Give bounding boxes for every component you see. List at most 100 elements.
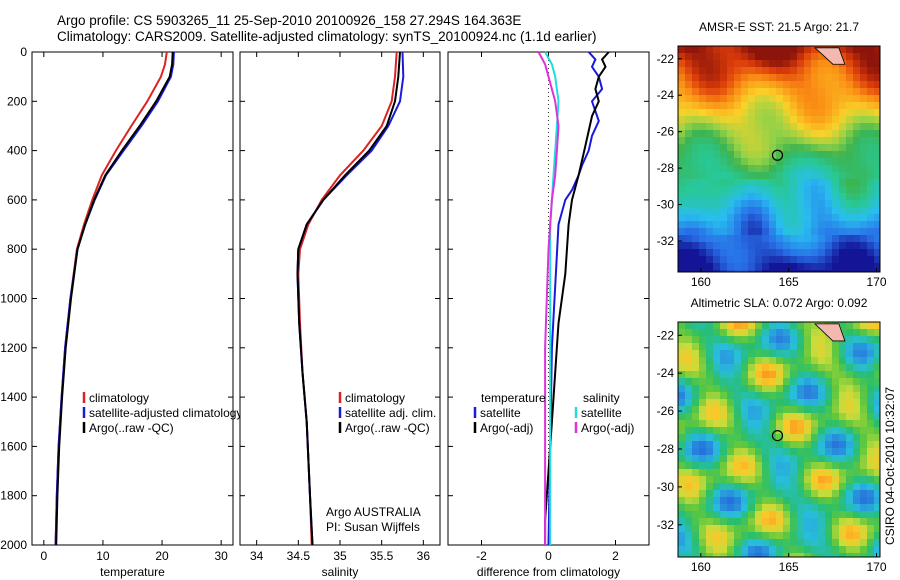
- map-cell: [825, 74, 832, 81]
- map-cell: [853, 151, 860, 158]
- map-cell: [713, 448, 720, 455]
- map-cell: [860, 81, 867, 88]
- map-cell: [755, 476, 762, 483]
- map-cell: [769, 123, 776, 130]
- x-tick-label: 2: [612, 549, 619, 563]
- map-cell: [720, 504, 727, 511]
- map-cell: [839, 455, 846, 462]
- map-cell: [769, 95, 776, 102]
- profile-panel-2: 34 34.5 35 35.5 36salinityclimatologysatelli…: [239, 51, 441, 579]
- map-cell: [783, 109, 790, 116]
- map-cell: [867, 532, 874, 539]
- map-cell: [769, 483, 776, 490]
- map-cell: [685, 207, 692, 214]
- map-cell: [818, 172, 825, 179]
- map-cell: [685, 441, 692, 448]
- map-cell: [811, 490, 818, 497]
- map-cell: [804, 193, 811, 200]
- map-cell: [804, 130, 811, 137]
- map-cell: [741, 53, 748, 60]
- map-cell: [748, 427, 755, 434]
- map-cell: [797, 539, 804, 546]
- map-cell: [762, 364, 769, 371]
- map-cell: [699, 270, 706, 272]
- map-cell: [734, 207, 741, 214]
- map-cell: [804, 546, 811, 553]
- map-cell: [874, 235, 880, 242]
- map-cell: [720, 228, 727, 235]
- map-cell: [832, 476, 839, 483]
- map-cell: [769, 256, 776, 263]
- map-cell: [874, 88, 880, 95]
- map-cell: [846, 413, 853, 420]
- map-cell: [853, 497, 860, 504]
- map-cell: [727, 214, 734, 221]
- map-cell: [776, 242, 783, 249]
- map-cell: [776, 371, 783, 378]
- map-cell: [741, 221, 748, 228]
- map-cell: [832, 249, 839, 256]
- map-cell: [769, 385, 776, 392]
- map-cell: [846, 67, 853, 74]
- map-cell: [790, 158, 797, 165]
- map-cell: [790, 434, 797, 441]
- map-cell: [741, 88, 748, 95]
- map-cell: [832, 497, 839, 504]
- map-cell: [685, 158, 692, 165]
- map-cell: [867, 95, 874, 102]
- map-cell: [699, 60, 706, 67]
- map-cell: [713, 371, 720, 378]
- map-cell: [783, 546, 790, 553]
- map-cell: [853, 144, 860, 151]
- map-cell: [678, 385, 685, 392]
- map-cell: [825, 102, 832, 109]
- map-cell: [720, 81, 727, 88]
- map-cell: [678, 207, 685, 214]
- map-cell: [769, 158, 776, 165]
- map-cell: [790, 518, 797, 525]
- map-cell: [762, 378, 769, 385]
- map-cell: [825, 532, 832, 539]
- map-cell: [762, 392, 769, 399]
- map-cell: [811, 249, 818, 256]
- map-cell: [755, 399, 762, 406]
- argo-position-marker: [771, 149, 784, 161]
- map-cell: [832, 469, 839, 476]
- map-cell: [734, 413, 741, 420]
- land-shape: [814, 323, 846, 342]
- map-cell: [776, 179, 783, 186]
- legend-label: Argo(..raw -QC): [345, 421, 430, 435]
- map-cell: [825, 497, 832, 504]
- x-tick-label: 10: [96, 549, 110, 563]
- map-cell: [818, 144, 825, 151]
- map-cell: [755, 490, 762, 497]
- map-cell: [776, 469, 783, 476]
- map-cell: [692, 448, 699, 455]
- map-cell: [811, 228, 818, 235]
- map-cell: [832, 221, 839, 228]
- y-tick-label: -28: [657, 161, 675, 175]
- map-cell: [839, 497, 846, 504]
- map-cell: [853, 165, 860, 172]
- map-cell: [804, 242, 811, 249]
- map-cell: [748, 497, 755, 504]
- map-cell: [699, 200, 706, 207]
- map-cell: [776, 350, 783, 357]
- map-cell: [811, 497, 818, 504]
- map-cell: [874, 497, 880, 504]
- map-cell: [713, 546, 720, 553]
- map-cell: [748, 483, 755, 490]
- map-cell: [867, 490, 874, 497]
- map-cell: [797, 546, 804, 553]
- map-cell: [790, 532, 797, 539]
- map-cell: [867, 74, 874, 81]
- map-cell: [825, 455, 832, 462]
- map-cell: [783, 67, 790, 74]
- map-cell: [734, 263, 741, 270]
- map-cell: [734, 371, 741, 378]
- map-cell: [818, 151, 825, 158]
- map-cell: [811, 399, 818, 406]
- map-cell: [776, 88, 783, 95]
- map-cell: [769, 144, 776, 151]
- map-cell: [860, 434, 867, 441]
